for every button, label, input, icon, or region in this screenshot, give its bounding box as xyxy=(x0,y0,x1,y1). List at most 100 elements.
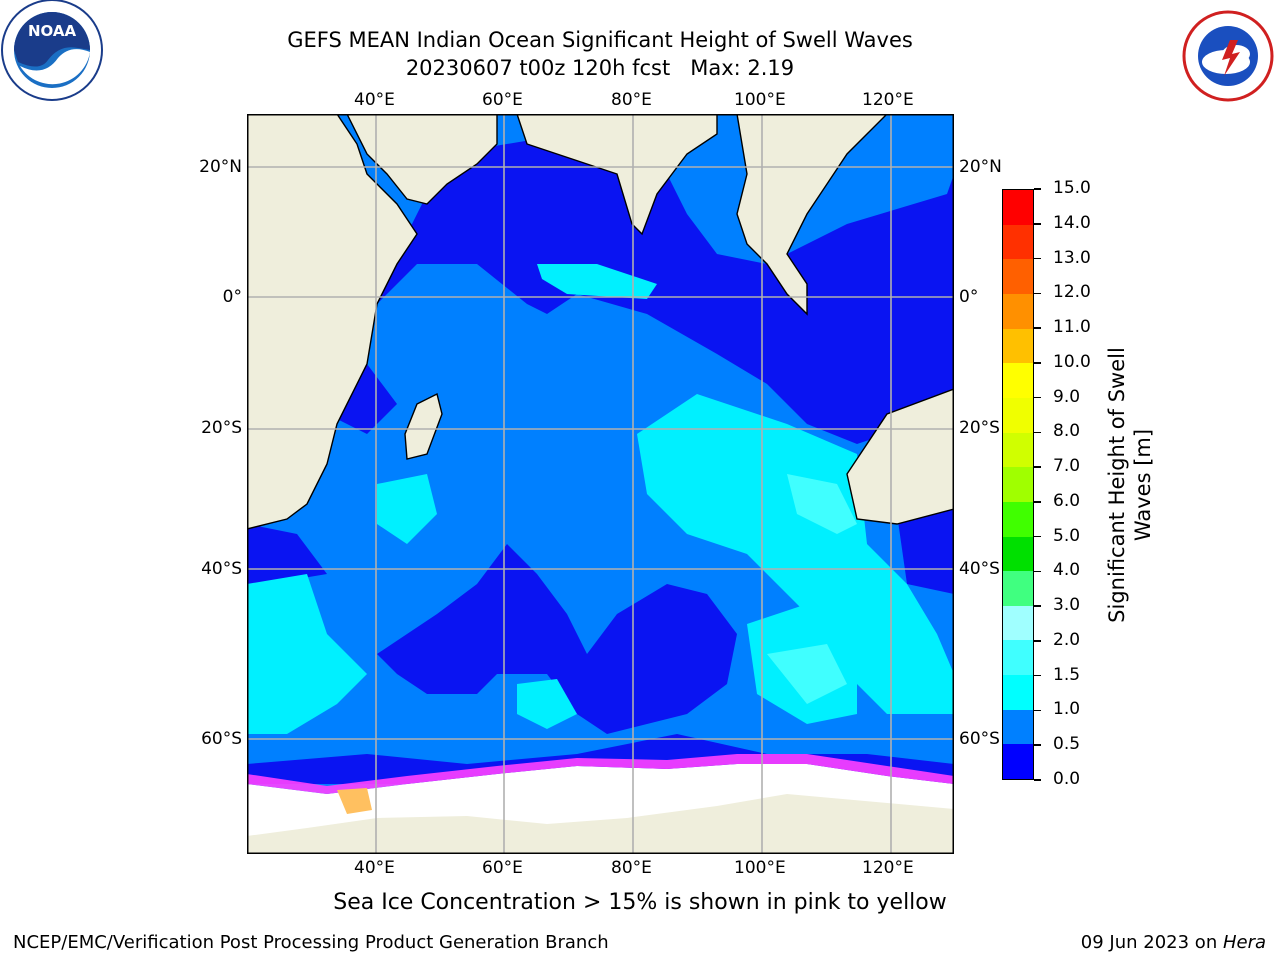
colorbar-tick-label: 3.0 xyxy=(1053,595,1081,616)
footer-credit: NCEP/EMC/Verification Post Processing Pr… xyxy=(13,932,609,953)
swell-region-low xyxy=(377,544,737,734)
colorbar-tick-label: 14.0 xyxy=(1053,212,1091,233)
svg-text:NOAA: NOAA xyxy=(28,22,77,40)
swell-region-moderate xyxy=(247,574,367,734)
colorbar-tick-label: 8.0 xyxy=(1053,421,1081,442)
land-india xyxy=(516,114,718,236)
colorbar-tick-label: 1.0 xyxy=(1053,699,1081,720)
lat-tick-right: 0° xyxy=(959,287,979,307)
footer-date-text: 09 Jun 2023 on xyxy=(1080,932,1223,953)
map-frame xyxy=(247,114,954,854)
chart-subtitle: 20230607 t00z 120h fcst Max: 2.19 xyxy=(405,56,795,80)
lat-tick-left: 60°S xyxy=(201,729,242,749)
swell-region-high xyxy=(787,474,857,534)
colorbar-tick-mark xyxy=(1034,535,1041,538)
footer-host: Hera xyxy=(1222,932,1266,953)
colorbar-segment xyxy=(1003,328,1033,364)
swell-region-high xyxy=(767,644,847,704)
colorbar-tick-label: 10.0 xyxy=(1053,351,1091,372)
sea-ice-shelf xyxy=(247,764,954,836)
lat-tick-right: 20°N xyxy=(959,157,1002,177)
map-caption: Sea Ice Concentration > 15% is shown in … xyxy=(333,890,947,915)
colorbar-segment xyxy=(1003,294,1033,329)
nws-logo xyxy=(1182,10,1274,102)
land-australia xyxy=(846,388,954,525)
colorbar-tick-mark xyxy=(1034,640,1041,642)
swell-region-moderate xyxy=(517,679,577,729)
colorbar-tick-label: 0.5 xyxy=(1053,734,1081,755)
colorbar-tick-mark xyxy=(1034,674,1041,677)
colorbar-tick-label: 11.0 xyxy=(1053,317,1091,338)
colorbar-segment xyxy=(1003,363,1033,398)
colorbar-tick-label: 1.5 xyxy=(1053,664,1081,685)
lon-tick-bottom: 120°E xyxy=(862,858,914,878)
lat-tick-right: 60°S xyxy=(959,729,1000,749)
sea-ice-high-concentration xyxy=(337,788,372,814)
colorbar-tick-label: 15.0 xyxy=(1053,178,1091,198)
land-africa xyxy=(247,114,418,530)
colorbar-segment xyxy=(1003,224,1033,260)
footer-date: 09 Jun 2023 on Hera xyxy=(1081,932,1266,953)
lon-tick-top: 80°E xyxy=(611,90,652,110)
colorbar-segment xyxy=(1003,467,1033,502)
colorbar xyxy=(1002,189,1034,780)
colorbar-tick-mark xyxy=(1034,327,1041,329)
land-madagascar xyxy=(404,392,443,460)
land-arabia xyxy=(346,114,498,205)
colorbar-segment xyxy=(1003,432,1033,468)
colorbar-tick-mark xyxy=(1034,709,1041,712)
lon-tick-bottom: 60°E xyxy=(482,858,523,878)
swell-region-moderate xyxy=(377,474,437,544)
lon-tick-top: 40°E xyxy=(354,90,395,110)
colorbar-tick-label: 12.0 xyxy=(1053,282,1091,303)
swell-region-low xyxy=(897,504,954,594)
lon-tick-top: 120°E xyxy=(862,90,914,110)
colorbar-tick-label: 13.0 xyxy=(1053,247,1091,268)
colorbar-tick-mark xyxy=(1034,292,1041,295)
colorbar-segment xyxy=(1003,675,1033,710)
lon-tick-bottom: 40°E xyxy=(354,858,395,878)
colorbar-tick-label: 9.0 xyxy=(1053,386,1081,407)
colorbar-segment xyxy=(1003,571,1033,606)
colorbar-tick-mark xyxy=(1034,466,1041,468)
ocean-swell-map xyxy=(247,114,954,854)
colorbar-tick-label: 0.0 xyxy=(1053,769,1081,789)
colorbar-tick-mark xyxy=(1034,744,1041,746)
lat-tick-left: 0° xyxy=(222,287,242,307)
lat-tick-right: 40°S xyxy=(959,559,1000,579)
colorbar-tick-label: 4.0 xyxy=(1053,560,1081,581)
colorbar-tick-mark xyxy=(1034,501,1041,503)
colorbar-segment xyxy=(1003,397,1033,433)
land-southeast-asia xyxy=(736,114,888,316)
colorbar-tick-mark xyxy=(1034,223,1041,225)
colorbar-tick-label: 6.0 xyxy=(1053,490,1081,511)
lon-tick-bottom: 80°E xyxy=(611,858,652,878)
colorbar-tick-mark xyxy=(1034,605,1041,607)
colorbar-tick-mark xyxy=(1034,257,1041,260)
colorbar-segment xyxy=(1003,709,1033,745)
sea-ice-margin xyxy=(247,754,954,794)
colorbar-tick-mark xyxy=(1034,396,1041,399)
lat-tick-left: 20°N xyxy=(199,157,242,177)
colorbar-segment xyxy=(1003,640,1033,676)
colorbar-tick-label: 2.0 xyxy=(1053,629,1081,650)
colorbar-tick-mark xyxy=(1034,570,1041,573)
swell-region-moderate xyxy=(537,264,657,299)
lat-tick-right: 20°S xyxy=(959,418,1000,438)
colorbar-segment xyxy=(1003,259,1033,295)
map-gridlines xyxy=(247,114,954,854)
colorbar-tick-mark xyxy=(1034,431,1041,434)
colorbar-segment xyxy=(1003,501,1033,537)
colorbar-tick-label: 7.0 xyxy=(1053,456,1081,477)
colorbar-tick-label: 5.0 xyxy=(1053,525,1081,546)
colorbar-tick-mark xyxy=(1034,188,1041,190)
colorbar-segment xyxy=(1003,744,1033,779)
lon-tick-bottom: 100°E xyxy=(734,858,786,878)
lon-tick-top: 60°E xyxy=(482,90,523,110)
colorbar-segment xyxy=(1003,536,1033,572)
colorbar-segment xyxy=(1003,190,1033,225)
colorbar-tick-mark xyxy=(1034,362,1041,364)
colorbar-label: Significant Height of Swell Waves [m] xyxy=(1105,347,1155,623)
chart-title: GEFS MEAN Indian Ocean Significant Heigh… xyxy=(287,28,913,52)
colorbar-tick-mark xyxy=(1034,779,1041,781)
